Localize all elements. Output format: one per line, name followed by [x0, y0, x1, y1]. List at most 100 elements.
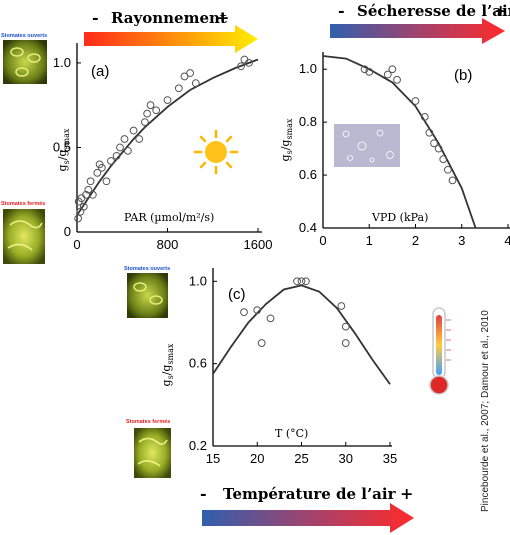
data-point [297, 277, 306, 286]
data-point [186, 69, 195, 77]
data-point [439, 155, 448, 164]
temperature-label: Température de l’air [223, 485, 397, 503]
stomata-closed-image [3, 209, 45, 264]
stomata-closed-c-image [134, 428, 171, 478]
temperature-arrow [202, 503, 414, 533]
droplets-image [334, 124, 400, 167]
secheresse-label: Sécheresse de l’air [357, 2, 510, 20]
x-axis-label: PAR (µmol/m²/s) [124, 211, 214, 224]
rayonnement-plus: + [216, 8, 229, 27]
thermometer-icon [429, 307, 451, 395]
fit-curve [212, 284, 391, 385]
data-point [84, 185, 93, 194]
x-tick-label: 2 [412, 233, 419, 248]
x-tick-label: 800 [157, 237, 179, 252]
data-point [97, 163, 106, 172]
stomata-open-c-label: Stomates ouverts [124, 266, 170, 272]
data-point [129, 126, 138, 135]
data-point [388, 65, 397, 74]
data-point [174, 84, 183, 93]
secheresse-header: - Sécheresse de l’air + [338, 1, 510, 20]
data-point [191, 79, 200, 88]
y-axis-label: gs/gsmax [279, 118, 294, 161]
secheresse-minus: - [338, 1, 345, 20]
x-tick-label: 1 [366, 233, 373, 248]
rayonnement-arrow [84, 25, 258, 53]
y-axis-label: gs/gsmax [160, 343, 175, 386]
fit-curve [76, 58, 259, 216]
data-point [420, 112, 429, 121]
y-tick-label: 1.0 [299, 61, 317, 76]
y-tick-label: 1.0 [53, 55, 71, 70]
stomata-closed-a: Stomates fermés [1, 201, 45, 264]
data-point [180, 72, 189, 81]
data-point [240, 308, 248, 317]
citation: Pincebourde et al., 2007; Damour et al.,… [480, 310, 491, 512]
data-point [135, 135, 144, 143]
y-tick-label: 0.4 [299, 220, 317, 235]
x-tick-label: 30 [339, 451, 353, 466]
x-tick-label: 15 [206, 451, 220, 466]
data-point [443, 165, 452, 174]
data-point [425, 128, 434, 137]
y-tick-label: 0 [64, 224, 71, 239]
y-tick-label: 1.0 [189, 273, 207, 288]
fit-curve [322, 55, 477, 229]
panel-label: (b) [454, 67, 472, 84]
x-tick-label: 35 [383, 451, 397, 466]
sun-icon [193, 129, 239, 175]
x-tick-label: 25 [294, 451, 308, 466]
data-point [143, 109, 152, 118]
data-point [146, 101, 155, 110]
data-point [74, 214, 83, 223]
x-tick-label: 0 [73, 237, 80, 252]
data-point [341, 339, 350, 347]
temperature-header: - Température de l’air + [200, 484, 413, 503]
data-point [88, 190, 97, 199]
stomata-closed-c-label: Stomates fermés [126, 419, 170, 425]
data-point [79, 202, 88, 211]
y-tick-label: 0.6 [189, 356, 207, 371]
data-point [253, 306, 262, 315]
panel-label: (c) [228, 286, 246, 303]
data-point [411, 97, 420, 105]
data-point [434, 144, 443, 153]
stomata-open-c: Stomates ouverts [124, 266, 170, 318]
data-point [383, 70, 392, 79]
data-point [120, 135, 129, 143]
data-point [116, 143, 124, 152]
stomata-open-image [3, 40, 47, 84]
data-point [341, 322, 350, 331]
y-tick-label: 0.6 [299, 167, 317, 182]
x-tick-label: 1600 [244, 237, 273, 252]
stomata-open-a: Stomates ouverts [1, 33, 47, 84]
x-tick-label: 3 [458, 233, 465, 248]
data-point [302, 277, 310, 286]
stomata-closed-label: Stomates fermés [1, 201, 45, 207]
data-point [124, 146, 132, 155]
data-point [93, 168, 102, 177]
stomata-closed-c: Stomates fermés [126, 419, 171, 478]
stomata-open-c-image [127, 273, 168, 318]
chart-panel-c: (c) T (°C) gs/gsmax 15 20 25 30 35 0.2 0.6 1.0 [160, 268, 397, 466]
rayonnement-label: Rayonnement [111, 9, 227, 27]
chart-panel-b: (b) VPD (kPa) gs/gsmax 0 1 2 3 4 0.4 0.6 0.8 1.0 [279, 52, 510, 248]
data-point [365, 67, 374, 76]
data-point [293, 277, 301, 286]
svg-text:gs/gsmax: gs/gsmax [160, 343, 175, 386]
data-point [152, 106, 161, 115]
data-point [107, 157, 115, 165]
data-point [337, 302, 346, 310]
data-point [266, 314, 275, 323]
chart-panel-a: (a) PAR (µmol/m²/s) gs/gsmax 0 800 160000.… [53, 43, 273, 252]
data-point [430, 139, 438, 148]
x-axis-label: T (°C) [275, 427, 308, 440]
y-tick-label: 0.8 [299, 114, 317, 129]
y-tick-label: 0.5 [53, 139, 71, 154]
data-point [102, 177, 111, 186]
svg-text:gs/gsmax: gs/gsmax [279, 118, 294, 161]
data-point [86, 177, 95, 186]
panel-label: (a) [91, 63, 109, 80]
rayonnement-minus: - [92, 8, 99, 27]
